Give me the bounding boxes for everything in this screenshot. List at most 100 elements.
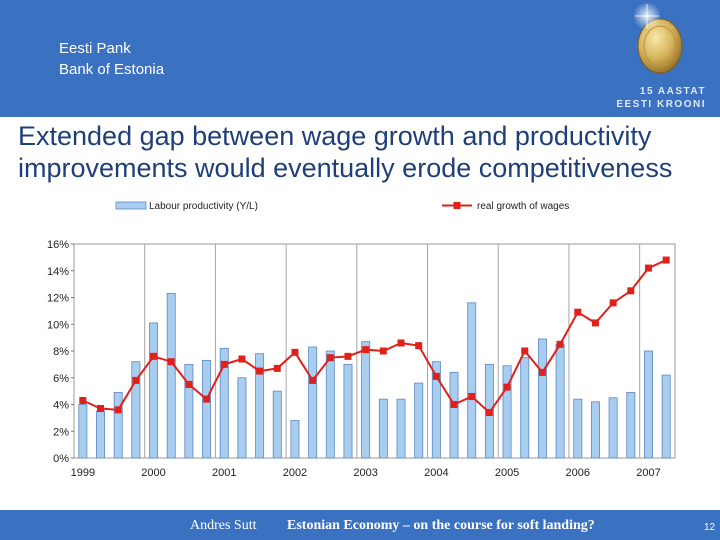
productivity-bar bbox=[202, 359, 212, 459]
productivity-bar bbox=[467, 302, 477, 459]
productivity-bar bbox=[396, 398, 406, 459]
wage-growth-point bbox=[397, 339, 405, 347]
wage-growth-point bbox=[450, 401, 458, 408]
wage-growth-point bbox=[256, 367, 264, 375]
productivity-bar bbox=[378, 398, 388, 459]
legend-label-wages: real growth of wages bbox=[477, 201, 569, 212]
productivity-bar bbox=[573, 398, 583, 459]
wage-growth-point bbox=[521, 347, 529, 355]
wage-growth-point bbox=[468, 392, 476, 400]
wage-growth-point bbox=[326, 354, 334, 362]
wage-growth-point bbox=[273, 364, 281, 372]
wage-growth-point bbox=[150, 352, 158, 360]
productivity-bar bbox=[661, 374, 671, 459]
y-tick-label: 2% bbox=[53, 426, 69, 438]
wage-growth-point bbox=[538, 368, 546, 376]
x-tick-label: 2005 bbox=[495, 467, 519, 479]
productivity-bar bbox=[431, 361, 441, 459]
productivity-bar bbox=[166, 293, 176, 459]
productivity-bar bbox=[308, 346, 318, 459]
x-tick-label: 1999 bbox=[71, 467, 95, 479]
productivity-bar bbox=[361, 341, 371, 459]
anniversary-badge: 15 AASTAT EESTI KROONI bbox=[610, 0, 720, 117]
badge-text-kroon: EESTI KROONI bbox=[616, 99, 706, 110]
page-number: 12 bbox=[704, 522, 716, 533]
productivity-wage-chart: Labour productivity (Y/L) real growth of … bbox=[47, 201, 676, 479]
productivity-bar bbox=[626, 392, 636, 459]
wage-growth-point bbox=[114, 406, 122, 414]
wage-growth-point bbox=[344, 352, 352, 360]
productivity-bar bbox=[608, 397, 618, 459]
footer-author: Andres Sutt bbox=[190, 518, 257, 533]
x-tick-label: 2002 bbox=[283, 467, 307, 479]
productivity-bar bbox=[272, 390, 282, 459]
wage-growth-point bbox=[485, 409, 493, 417]
wage-growth-point bbox=[167, 358, 175, 366]
productivity-bar bbox=[113, 392, 123, 459]
productivity-bar bbox=[290, 420, 300, 459]
chart-legend: Labour productivity (Y/L) real growth of … bbox=[115, 201, 569, 212]
legend-swatch-productivity bbox=[115, 201, 147, 210]
wage-growth-point bbox=[203, 395, 211, 403]
productivity-bar bbox=[502, 365, 512, 459]
wage-growth-point bbox=[379, 347, 387, 355]
wage-growth-point bbox=[220, 360, 228, 368]
wage-growth-point bbox=[556, 340, 564, 348]
productivity-bar bbox=[590, 401, 600, 459]
y-tick-label: 8% bbox=[53, 346, 69, 358]
productivity-bar bbox=[449, 371, 459, 459]
y-tick-label: 12% bbox=[47, 293, 69, 305]
wage-growth-point bbox=[309, 376, 317, 384]
x-tick-label: 2004 bbox=[424, 467, 448, 479]
header-band: Eesti Pank Bank of Estonia 15 AASTAT bbox=[0, 0, 720, 117]
y-tick-label: 6% bbox=[53, 373, 69, 385]
productivity-bar bbox=[184, 363, 194, 459]
footer-band: Andres Sutt Estonian Economy – on the co… bbox=[0, 510, 720, 540]
y-tick-label: 16% bbox=[47, 239, 69, 251]
bank-name-estonian: Eesti Pank bbox=[59, 40, 131, 57]
wage-growth-point bbox=[591, 319, 599, 327]
productivity-bar bbox=[555, 343, 565, 459]
wage-growth-point bbox=[415, 342, 423, 350]
wage-growth-point bbox=[362, 346, 370, 354]
x-tick-label: 2001 bbox=[212, 467, 236, 479]
slide-title: Extended gap between wage growth and pro… bbox=[18, 121, 673, 183]
productivity-bar bbox=[96, 410, 105, 459]
productivity-bar bbox=[237, 377, 247, 459]
productivity-bar bbox=[537, 338, 547, 459]
y-tick-label: 4% bbox=[53, 400, 69, 412]
wage-growth-point bbox=[238, 355, 246, 363]
y-tick-label: 0% bbox=[53, 453, 69, 465]
wage-growth-point bbox=[662, 256, 670, 264]
productivity-bar bbox=[414, 382, 424, 459]
productivity-bar bbox=[255, 353, 265, 459]
y-tick-label: 14% bbox=[47, 266, 69, 278]
wage-growth-point bbox=[97, 405, 105, 413]
productivity-bar bbox=[325, 350, 335, 459]
x-tick-label: 2006 bbox=[566, 467, 590, 479]
productivity-bar bbox=[644, 350, 653, 459]
y-tick-label: 10% bbox=[47, 319, 69, 331]
wage-growth-point bbox=[432, 372, 440, 380]
x-tick-label: 2000 bbox=[141, 467, 165, 479]
wage-growth-point bbox=[291, 348, 299, 356]
productivity-bar bbox=[520, 357, 530, 459]
bank-name-english: Bank of Estonia bbox=[59, 61, 165, 78]
wage-growth-line bbox=[82, 259, 667, 415]
x-tick-label: 2003 bbox=[353, 467, 377, 479]
wage-growth-point bbox=[574, 308, 582, 316]
productivity-bar bbox=[343, 363, 353, 459]
coin-logo-icon bbox=[633, 2, 683, 74]
wage-growth-point bbox=[644, 264, 652, 272]
footer-presentation-title: Estonian Economy – on the course for sof… bbox=[287, 518, 595, 533]
wage-growth-point bbox=[609, 299, 617, 307]
productivity-bar bbox=[219, 347, 229, 459]
wage-growth-point bbox=[185, 380, 193, 388]
productivity-bar bbox=[149, 322, 159, 459]
wage-growth-point bbox=[627, 287, 635, 295]
badge-text-years: 15 AASTAT bbox=[639, 86, 706, 97]
x-tick-label: 2007 bbox=[636, 467, 660, 479]
productivity-bar bbox=[131, 361, 141, 459]
productivity-bar bbox=[78, 404, 88, 459]
legend-label-productivity: Labour productivity (Y/L) bbox=[149, 201, 258, 212]
